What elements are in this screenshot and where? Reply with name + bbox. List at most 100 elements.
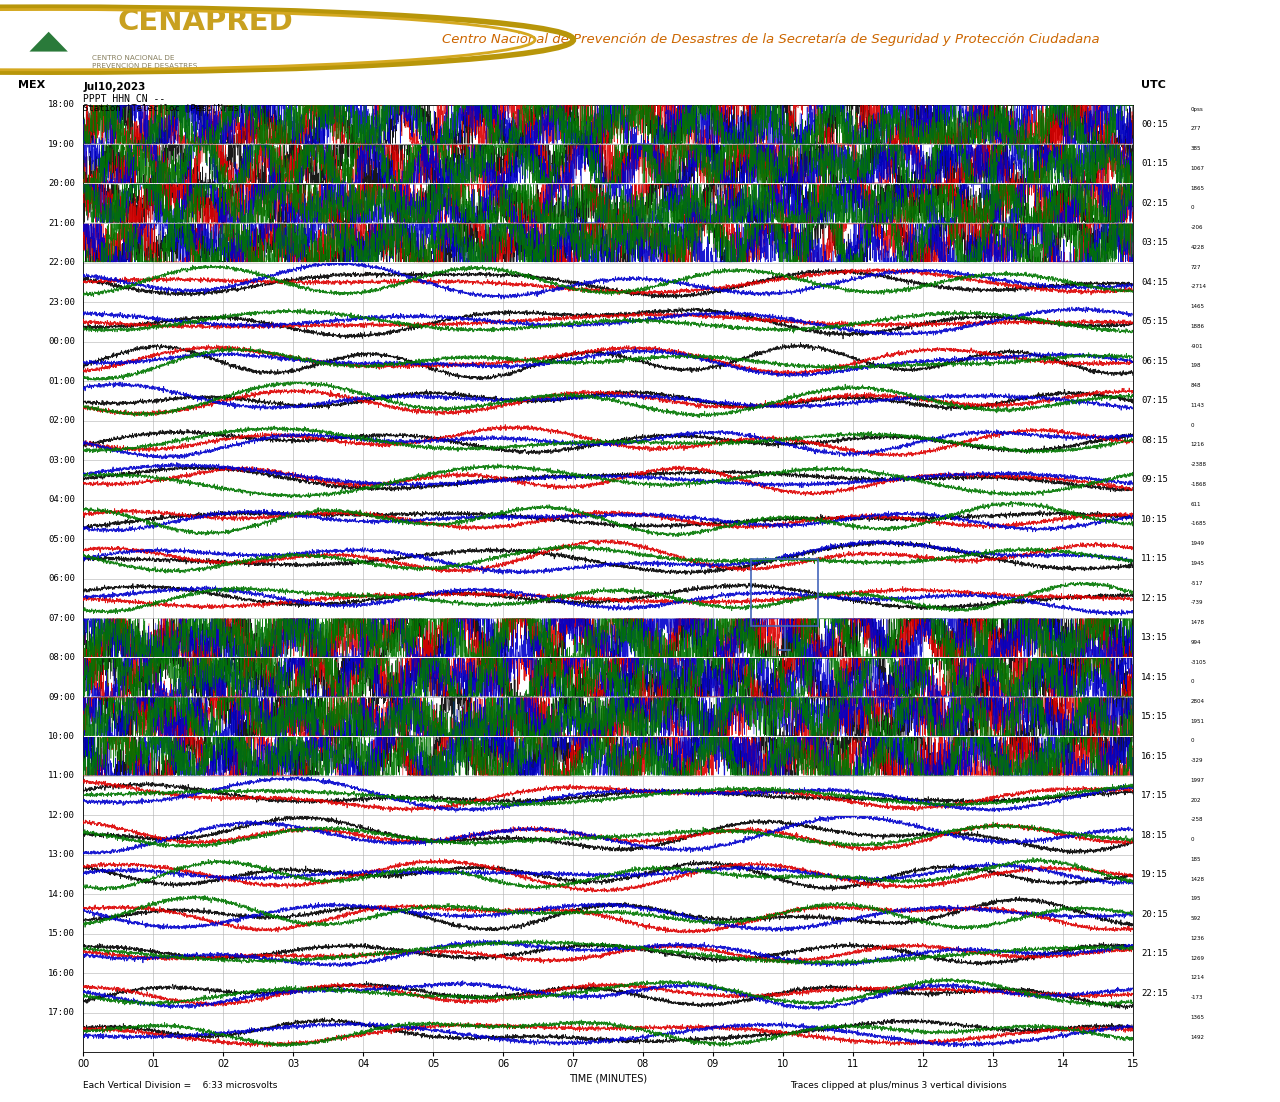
Text: Jul10,2023: Jul10,2023	[83, 82, 146, 91]
Text: 09:15: 09:15	[1142, 475, 1169, 485]
Text: 21:15: 21:15	[1142, 949, 1169, 959]
Text: 16:00: 16:00	[47, 969, 74, 977]
Text: 1865: 1865	[1190, 185, 1204, 191]
Text: 0: 0	[1190, 738, 1194, 744]
Text: -1868: -1868	[1190, 482, 1207, 487]
Text: Station |Telec|loc |Peso|Nrms|: Station |Telec|loc |Peso|Nrms|	[83, 104, 244, 112]
Text: 848: 848	[1190, 383, 1201, 388]
Text: 22:15: 22:15	[1142, 988, 1169, 997]
Text: -739: -739	[1190, 601, 1203, 605]
Text: -2714: -2714	[1190, 284, 1207, 290]
Text: 04:15: 04:15	[1142, 278, 1169, 287]
Text: 23:00: 23:00	[47, 298, 74, 306]
Text: 0: 0	[1190, 205, 1194, 210]
Text: 14:15: 14:15	[1142, 672, 1169, 682]
Text: 19:15: 19:15	[1142, 871, 1169, 879]
Text: 1492: 1492	[1190, 1035, 1204, 1039]
Text: MEX: MEX	[18, 80, 45, 90]
Text: 611: 611	[1190, 501, 1201, 507]
Text: 1269: 1269	[1190, 955, 1204, 961]
Text: 00:00: 00:00	[47, 337, 74, 346]
Text: 1214: 1214	[1190, 975, 1204, 981]
Text: Each Vertical Division =    6:33 microsvolts: Each Vertical Division = 6:33 microsvolt…	[83, 1081, 278, 1090]
Text: 1997: 1997	[1190, 778, 1204, 782]
Text: 994: 994	[1190, 640, 1201, 645]
Text: 03:15: 03:15	[1142, 238, 1169, 248]
Bar	[751, 559, 818, 626]
Text: 21:00: 21:00	[47, 218, 74, 228]
Text: 11:15: 11:15	[1142, 554, 1169, 563]
Text: 0: 0	[1190, 679, 1194, 684]
Text: 10:00: 10:00	[47, 732, 74, 741]
Text: 1465: 1465	[1190, 304, 1204, 309]
Text: -2388: -2388	[1190, 462, 1207, 467]
Text: 1945: 1945	[1190, 561, 1204, 565]
Text: 07:15: 07:15	[1142, 397, 1169, 406]
Text: -173: -173	[1190, 995, 1203, 1001]
Text: 02:00: 02:00	[47, 417, 74, 425]
Text: 385: 385	[1190, 147, 1201, 151]
Text: 1143: 1143	[1190, 403, 1204, 408]
Text: 1236: 1236	[1190, 936, 1204, 941]
Text: 1428: 1428	[1190, 877, 1204, 882]
Text: 13:00: 13:00	[47, 851, 74, 860]
Text: 14:00: 14:00	[47, 890, 74, 899]
Text: 00:15: 00:15	[1142, 120, 1169, 129]
Text: 08:15: 08:15	[1142, 435, 1169, 445]
Text: 19:00: 19:00	[47, 140, 74, 149]
Text: -258: -258	[1190, 818, 1203, 822]
Text: 17:00: 17:00	[47, 1008, 74, 1017]
Text: -3105: -3105	[1190, 659, 1207, 665]
Text: -329: -329	[1190, 758, 1203, 764]
Text: 1886: 1886	[1190, 324, 1204, 328]
Text: 16:15: 16:15	[1142, 752, 1169, 760]
Text: 15:15: 15:15	[1142, 712, 1169, 722]
X-axis label: TIME (MINUTES): TIME (MINUTES)	[568, 1073, 648, 1083]
Text: 277: 277	[1190, 127, 1201, 131]
Text: 198: 198	[1190, 364, 1201, 368]
Text: 08:00: 08:00	[47, 653, 74, 662]
Text: 05:15: 05:15	[1142, 317, 1169, 326]
Text: 4228: 4228	[1190, 245, 1204, 250]
Text: Traces clipped at plus/minus 3 vertical divisions: Traces clipped at plus/minus 3 vertical …	[790, 1081, 1006, 1090]
Text: -517: -517	[1190, 581, 1203, 585]
Text: 1951: 1951	[1190, 719, 1204, 724]
Text: 2804: 2804	[1190, 699, 1204, 704]
Text: 12:00: 12:00	[47, 811, 74, 820]
Text: 07:00: 07:00	[47, 614, 74, 623]
Text: 18:00: 18:00	[47, 100, 74, 109]
Text: 13:15: 13:15	[1142, 634, 1169, 642]
Text: 195: 195	[1190, 896, 1201, 901]
Text: CENTRO NACIONAL DE
PREVENCIÓN DE DESASTRES: CENTRO NACIONAL DE PREVENCIÓN DE DESASTR…	[92, 54, 197, 69]
Text: 10:15: 10:15	[1142, 515, 1169, 523]
Text: UTC: UTC	[1142, 80, 1166, 90]
Text: 06:15: 06:15	[1142, 357, 1169, 366]
Text: CENAPRED: CENAPRED	[118, 8, 293, 36]
Text: 0pss: 0pss	[1190, 107, 1203, 111]
Text: 22:00: 22:00	[47, 258, 74, 267]
Text: 185: 185	[1190, 857, 1201, 862]
Text: 06:00: 06:00	[47, 574, 74, 583]
Text: 1365: 1365	[1190, 1015, 1204, 1019]
Text: 202: 202	[1190, 798, 1201, 802]
Text: -1685: -1685	[1190, 521, 1207, 527]
Text: PPPT HHN CN --: PPPT HHN CN --	[83, 94, 165, 104]
Text: 0: 0	[1190, 838, 1194, 842]
Text: 09:00: 09:00	[47, 692, 74, 702]
Text: 11:00: 11:00	[47, 771, 74, 780]
Text: 727: 727	[1190, 264, 1201, 270]
Text: -901: -901	[1190, 344, 1203, 348]
Text: 01:00: 01:00	[47, 377, 74, 386]
Text: 20:15: 20:15	[1142, 909, 1169, 919]
Text: 12:15: 12:15	[1142, 594, 1169, 603]
Polygon shape	[29, 32, 68, 52]
Text: -206: -206	[1190, 225, 1203, 230]
Text: 05:00: 05:00	[47, 534, 74, 543]
Text: 1216: 1216	[1190, 442, 1204, 447]
Text: 02:15: 02:15	[1142, 198, 1169, 208]
Text: 17:15: 17:15	[1142, 791, 1169, 800]
Text: 1067: 1067	[1190, 166, 1204, 171]
Text: Centro Nacional de Prevención de Desastres de la Secretaría de Seguridad y Prote: Centro Nacional de Prevención de Desastr…	[442, 33, 1100, 46]
Text: 01:15: 01:15	[1142, 160, 1169, 169]
Text: 04:00: 04:00	[47, 495, 74, 504]
